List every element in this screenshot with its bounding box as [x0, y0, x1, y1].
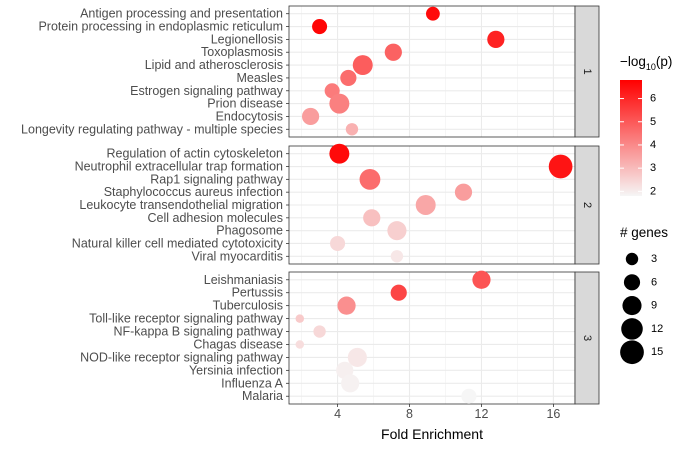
term-label: Tuberculosis	[213, 299, 283, 313]
x-axis-title: Fold Enrichment	[381, 426, 483, 442]
data-point	[461, 388, 477, 404]
data-point	[295, 340, 305, 349]
term-label: Toxoplasmosis	[201, 45, 283, 59]
size-legend-key	[621, 318, 643, 340]
color-bar	[620, 80, 642, 196]
size-legend-label: 12	[651, 323, 663, 335]
term-label: Antigen processing and presentation	[80, 7, 283, 21]
x-tick-label: 16	[546, 407, 560, 421]
data-point	[359, 168, 381, 190]
size-legend-title: # genes	[620, 225, 668, 240]
color-legend-title-sub: 10	[646, 62, 656, 72]
size-legend-label: 9	[651, 300, 657, 312]
data-point	[487, 30, 505, 49]
data-point	[340, 69, 357, 87]
color-legend-label: 4	[650, 139, 656, 151]
data-point	[312, 19, 328, 35]
size-legend-label: 15	[651, 346, 663, 358]
size-legend-key	[620, 340, 644, 365]
data-point	[352, 55, 373, 76]
term-label: Protein processing in endoplasmic reticu…	[38, 20, 283, 34]
term-label: Rap1 signaling pathway	[150, 172, 283, 186]
data-point	[425, 6, 440, 21]
term-label: Pertussis	[232, 286, 283, 300]
data-point	[337, 296, 356, 315]
color-legend-label: 2	[650, 185, 656, 197]
term-label: Neutrophil extracellular trap formation	[75, 160, 283, 174]
x-axis: 4 8 12 16 Fold Enrichment	[334, 404, 560, 442]
term-label: Legionellosis	[211, 32, 283, 46]
size-legend-key	[622, 296, 642, 316]
size-legend-key	[625, 252, 639, 266]
data-point	[330, 235, 346, 252]
data-point	[387, 221, 407, 241]
data-point	[313, 325, 326, 338]
panel-background	[289, 6, 575, 137]
facet-strip-label: 1	[581, 68, 593, 74]
size-legend: # genes 3 6 9 12 15	[620, 225, 668, 365]
color-legend-title: −log10(p)	[620, 54, 672, 72]
data-point	[472, 270, 491, 289]
term-label: Longevity regulating pathway - multiple …	[21, 122, 283, 136]
term-label: Influenza A	[221, 376, 284, 390]
term-label: Toll-like receptor signaling pathway	[89, 312, 284, 326]
term-label: Measles	[236, 71, 283, 85]
x-tick-label: 12	[475, 407, 489, 421]
term-label: Chagas disease	[193, 337, 283, 351]
size-legend-label: 6	[651, 276, 657, 288]
term-label: Leukocyte transendothelial migration	[79, 198, 283, 212]
panel-background	[289, 272, 575, 404]
term-label: Malaria	[242, 389, 283, 403]
color-legend-title-suffix: (p)	[656, 54, 673, 69]
color-legend-title-main: −log	[620, 54, 646, 69]
color-legend-label: 6	[650, 93, 656, 105]
data-point	[295, 314, 305, 323]
color-legend: −log10(p) 2 3 4 5 6	[620, 54, 672, 197]
term-label: NF-kappa B signaling pathway	[113, 325, 283, 339]
term-label: Cell adhesion molecules	[148, 211, 284, 225]
facet-strip	[574, 5, 600, 138]
facet-strip-label: 2	[581, 202, 593, 208]
data-point	[301, 107, 320, 126]
term-label: Yersinia infection	[189, 363, 283, 377]
data-point	[454, 183, 473, 201]
term-label: Leishmaniasis	[204, 273, 283, 287]
x-tick-label: 4	[334, 407, 341, 421]
term-label: Regulation of actin cytoskeleton	[107, 147, 284, 161]
facet-strip	[574, 145, 600, 265]
term-label: Endocytosis	[216, 109, 283, 123]
size-legend-key	[623, 274, 641, 291]
term-labels: Antigen processing and presentationProte…	[21, 7, 289, 403]
facet-strip	[574, 271, 600, 405]
term-label: Staphylococcus aureus infection	[104, 185, 283, 199]
facet-strip-label: 3	[581, 335, 593, 341]
x-tick-label: 8	[406, 407, 413, 421]
term-label: Viral myocarditis	[192, 249, 283, 263]
term-label: Estrogen signaling pathway	[130, 84, 284, 98]
term-label: NOD-like receptor signaling pathway	[80, 350, 284, 364]
data-point	[341, 374, 360, 393]
term-label: Natural killer cell mediated cytotoxicit…	[72, 236, 284, 250]
size-legend-label: 3	[651, 253, 657, 265]
term-label: Lipid and atherosclerosis	[145, 58, 283, 72]
grid-layer: 1 2 3	[288, 5, 600, 405]
data-point	[548, 154, 573, 179]
data-point	[390, 250, 404, 263]
data-point	[329, 93, 350, 114]
points-layer	[295, 6, 573, 404]
term-label: Phagosome	[216, 224, 283, 238]
data-point	[363, 209, 381, 227]
data-point	[390, 284, 407, 301]
data-point	[329, 143, 350, 164]
color-legend-label: 3	[650, 162, 656, 174]
color-legend-label: 5	[650, 116, 656, 128]
data-point	[415, 195, 436, 215]
term-label: Prion disease	[207, 97, 283, 111]
data-point	[347, 347, 367, 367]
data-point	[345, 123, 359, 136]
data-point	[384, 43, 402, 61]
